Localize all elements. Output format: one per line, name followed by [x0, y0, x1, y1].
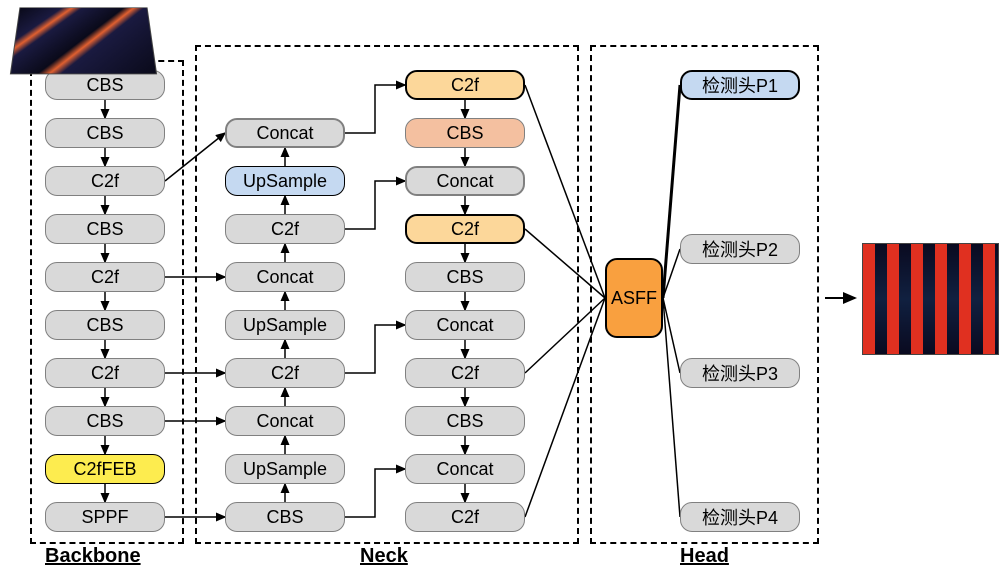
node-nl8: CBS — [225, 502, 345, 532]
node-b1: CBS — [45, 118, 165, 148]
node-b8: C2fFEB — [45, 454, 165, 484]
node-nl2: C2f — [225, 214, 345, 244]
node-nl6: Concat — [225, 406, 345, 436]
node-nr2: Concat — [405, 166, 525, 196]
input-image — [10, 7, 157, 74]
output-image — [862, 243, 999, 355]
node-nl3: Concat — [225, 262, 345, 292]
node-h4: 检测头P4 — [680, 502, 800, 532]
node-h3: 检测头P3 — [680, 358, 800, 388]
node-b7: CBS — [45, 406, 165, 436]
node-nr6: C2f — [405, 358, 525, 388]
node-nl4: UpSample — [225, 310, 345, 340]
node-b9: SPPF — [45, 502, 165, 532]
node-nl0: Concat — [225, 118, 345, 148]
node-b4: C2f — [45, 262, 165, 292]
node-nl1: UpSample — [225, 166, 345, 196]
node-nl7: UpSample — [225, 454, 345, 484]
node-h1: 检测头P1 — [680, 70, 800, 100]
node-nr1: CBS — [405, 118, 525, 148]
node-nr5: Concat — [405, 310, 525, 340]
node-nr7: CBS — [405, 406, 525, 436]
node-nl5: C2f — [225, 358, 345, 388]
node-nr9: C2f — [405, 502, 525, 532]
node-b5: CBS — [45, 310, 165, 340]
node-b3: CBS — [45, 214, 165, 244]
node-h2: 检测头P2 — [680, 234, 800, 264]
backbone-label: Backbone — [45, 545, 141, 568]
node-b2: C2f — [45, 166, 165, 196]
node-nr4: CBS — [405, 262, 525, 292]
head-label: Head — [680, 545, 729, 568]
neck-label: Neck — [360, 545, 408, 568]
node-nr3: C2f — [405, 214, 525, 244]
node-b0: CBS — [45, 70, 165, 100]
node-nr0: C2f — [405, 70, 525, 100]
node-asff: ASFF — [605, 258, 663, 338]
node-b6: C2f — [45, 358, 165, 388]
node-nr8: Concat — [405, 454, 525, 484]
